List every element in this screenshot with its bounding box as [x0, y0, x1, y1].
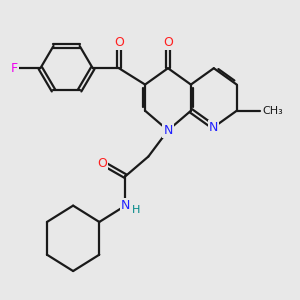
Text: CH₃: CH₃: [263, 106, 284, 116]
Text: O: O: [114, 35, 124, 49]
Text: H: H: [132, 205, 140, 214]
Text: O: O: [163, 35, 173, 49]
Text: O: O: [98, 157, 107, 169]
Text: N: N: [163, 124, 173, 137]
Text: F: F: [11, 62, 18, 75]
Text: N: N: [121, 199, 130, 212]
Text: N: N: [209, 121, 218, 134]
